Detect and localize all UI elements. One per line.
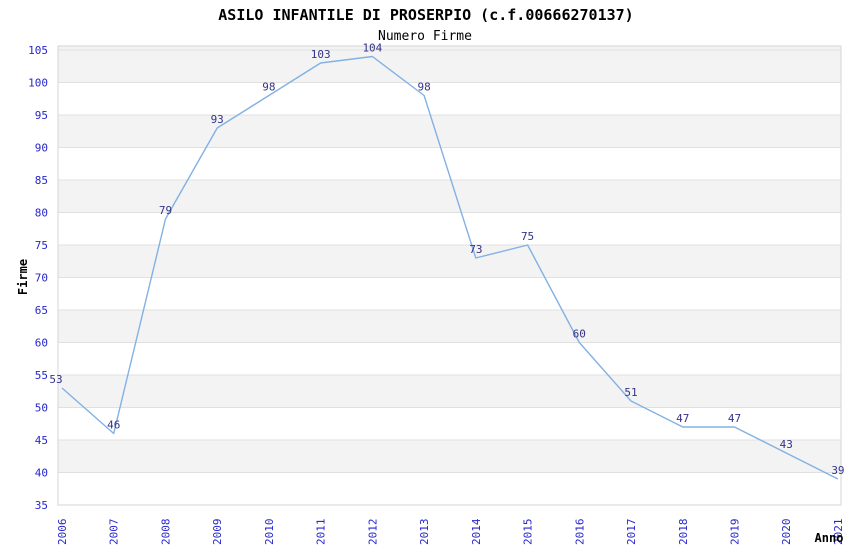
y-tick-label: 95 xyxy=(35,109,48,122)
y-tick-label: 65 xyxy=(35,304,48,317)
x-axis-title: Anno xyxy=(815,531,844,545)
y-tick-label: 75 xyxy=(35,239,48,252)
x-tick-label: 2011 xyxy=(315,519,328,546)
x-tick-label: 2019 xyxy=(728,519,741,546)
chart-title: ASILO INFANTILE DI PROSERPIO (c.f.006662… xyxy=(218,6,633,24)
point-label: 75 xyxy=(521,230,534,243)
y-tick-label: 70 xyxy=(35,272,48,285)
y-tick-label: 90 xyxy=(35,142,48,155)
y-tick-label: 40 xyxy=(35,467,48,480)
point-label: 98 xyxy=(417,81,430,94)
point-label: 60 xyxy=(573,328,586,341)
x-tick-label: 2009 xyxy=(211,519,224,546)
point-label: 46 xyxy=(107,419,120,432)
x-tick-label: 2020 xyxy=(780,519,793,546)
x-tick-label: 2018 xyxy=(677,519,690,546)
plot-border xyxy=(57,45,842,506)
x-tick-label: 2014 xyxy=(470,518,483,545)
chart-subtitle: Numero Firme xyxy=(378,29,472,44)
y-tick-label: 105 xyxy=(28,44,48,57)
x-tick-label: 2010 xyxy=(263,519,276,546)
x-tick-label: 2008 xyxy=(159,519,172,546)
grid-band xyxy=(58,375,841,408)
x-tick-label: 2013 xyxy=(418,519,431,546)
y-tick-label: 50 xyxy=(35,402,48,415)
point-label: 104 xyxy=(362,42,382,55)
point-label: 47 xyxy=(676,412,689,425)
x-tick-label: 2007 xyxy=(108,519,121,546)
grid-band xyxy=(58,440,841,473)
point-label: 53 xyxy=(49,373,62,386)
y-tick-label: 100 xyxy=(28,77,48,90)
y-tick-label: 35 xyxy=(35,499,48,512)
series-line xyxy=(61,55,839,480)
point-label: 79 xyxy=(159,204,172,217)
point-label: 98 xyxy=(262,81,275,94)
point-label: 103 xyxy=(311,48,331,61)
point-label: 43 xyxy=(780,438,793,451)
grid-band xyxy=(58,46,841,83)
y-tick-label: 45 xyxy=(35,434,48,447)
y-tick-label: 60 xyxy=(35,337,48,350)
chart-generated-layer: 35 40 45 50 55 60 65 70 75 80 85 90 95 100 105 2006 2007… xyxy=(28,42,845,546)
y-tick-label: 80 xyxy=(35,207,48,220)
x-tick-label: 2015 xyxy=(522,519,535,546)
grid-band xyxy=(58,115,841,148)
point-label: 47 xyxy=(728,412,741,425)
y-tick-label: 55 xyxy=(35,369,48,382)
point-label: 51 xyxy=(624,386,637,399)
x-tick-label: 2016 xyxy=(573,519,586,546)
point-label: 39 xyxy=(831,464,844,477)
y-tick-label: 85 xyxy=(35,174,48,187)
grid-band xyxy=(58,245,841,278)
point-label: 73 xyxy=(469,243,482,256)
grid-band xyxy=(58,180,841,213)
x-tick-label: 2006 xyxy=(56,519,69,546)
x-tick-label: 2021 xyxy=(832,519,845,546)
x-tick-label: 2017 xyxy=(625,519,638,546)
x-tick-label: 2012 xyxy=(366,519,379,546)
point-label: 93 xyxy=(211,113,224,126)
y-axis-title: Firme xyxy=(16,259,30,295)
grid-band xyxy=(58,310,841,343)
